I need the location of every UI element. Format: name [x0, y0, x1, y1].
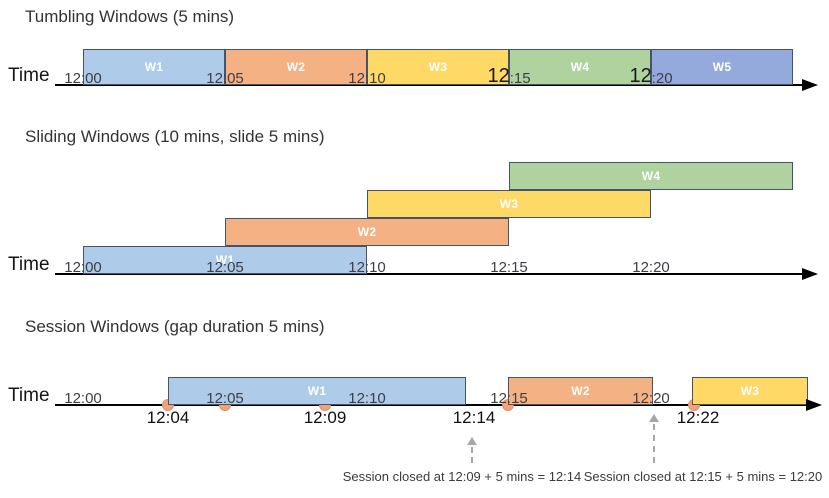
- time-axis: [55, 273, 806, 275]
- window-bar-w2: W2: [508, 377, 653, 405]
- window-bar-w1: W1: [168, 377, 466, 405]
- axis-tick-label: 12:20: [632, 259, 670, 276]
- section-title-sliding: Sliding Windows (10 mins, slide 5 mins): [25, 127, 325, 146]
- axis-tick-label: 12:10: [348, 259, 386, 276]
- axis-tick-label: 12:20: [632, 390, 670, 407]
- window-label: W5: [712, 60, 732, 74]
- window-bar-w1: W1: [83, 246, 367, 274]
- time-axis: [55, 84, 806, 86]
- window-bar-w2: W2: [225, 218, 509, 246]
- axis-tick-label: 12:00: [64, 259, 102, 276]
- window-label: W2: [286, 60, 306, 74]
- event-time-label: 12:09: [303, 408, 347, 427]
- time-axis-label: Time: [8, 65, 50, 86]
- axis-tick-label: 12:10: [348, 390, 386, 407]
- axis-tick-label: 12:15: [490, 390, 528, 407]
- event-time-label: 12:04: [146, 408, 190, 427]
- axis-tick-label: 12:00: [64, 70, 102, 87]
- axis-arrow-icon: [802, 268, 818, 280]
- window-bar-w3: W3: [367, 190, 651, 218]
- session-close-annotation: Session closed at 12:15 + 5 mins = 12:20: [583, 469, 823, 484]
- axis-tick-label: 12:10: [348, 70, 386, 87]
- window-label: W2: [571, 384, 590, 398]
- window-bar-w4: W4: [509, 49, 651, 85]
- axis-tick-label: 12:15: [490, 259, 528, 276]
- window-label: W1: [307, 384, 327, 398]
- axis-tick-label: 12:05: [206, 259, 244, 276]
- axis-tick-label: 12:15: [487, 65, 531, 87]
- window-bar-w1: W1: [83, 49, 225, 85]
- axis-tick-label: 12:20: [629, 65, 673, 87]
- event-time-label: 12:14: [452, 408, 496, 427]
- time-axis-label: Time: [8, 254, 50, 275]
- window-bar-w5: W5: [651, 49, 793, 85]
- time-axis-label: Time: [8, 385, 50, 406]
- window-label: W4: [570, 60, 590, 74]
- axis-arrow-icon: [802, 79, 818, 91]
- window-bar-w3: W3: [367, 49, 509, 85]
- window-label: W4: [641, 169, 661, 183]
- window-bar-w4: W4: [509, 162, 793, 190]
- axis-arrow-icon: [806, 399, 822, 411]
- window-label: W3: [428, 60, 448, 74]
- window-label: W1: [144, 60, 164, 74]
- axis-tick-label: 12:00: [64, 390, 102, 407]
- window-label: W2: [357, 225, 377, 239]
- window-label: W1: [215, 253, 235, 267]
- event-time-label: 12:22: [676, 408, 720, 427]
- window-label: W3: [740, 384, 760, 398]
- axis-tick-label: 12:05: [206, 70, 244, 87]
- window-bar-w2: W2: [225, 49, 367, 85]
- window-label: W3: [499, 197, 519, 211]
- window-bar-w3: W3: [692, 377, 808, 405]
- session-close-annotation: Session closed at 12:09 + 5 mins = 12:14: [342, 469, 582, 484]
- section-title-session: Session Windows (gap duration 5 mins): [25, 317, 325, 336]
- axis-tick-label: 12:05: [206, 390, 244, 407]
- time-axis: [55, 404, 808, 406]
- section-title-tumbling: Tumbling Windows (5 mins): [25, 7, 235, 26]
